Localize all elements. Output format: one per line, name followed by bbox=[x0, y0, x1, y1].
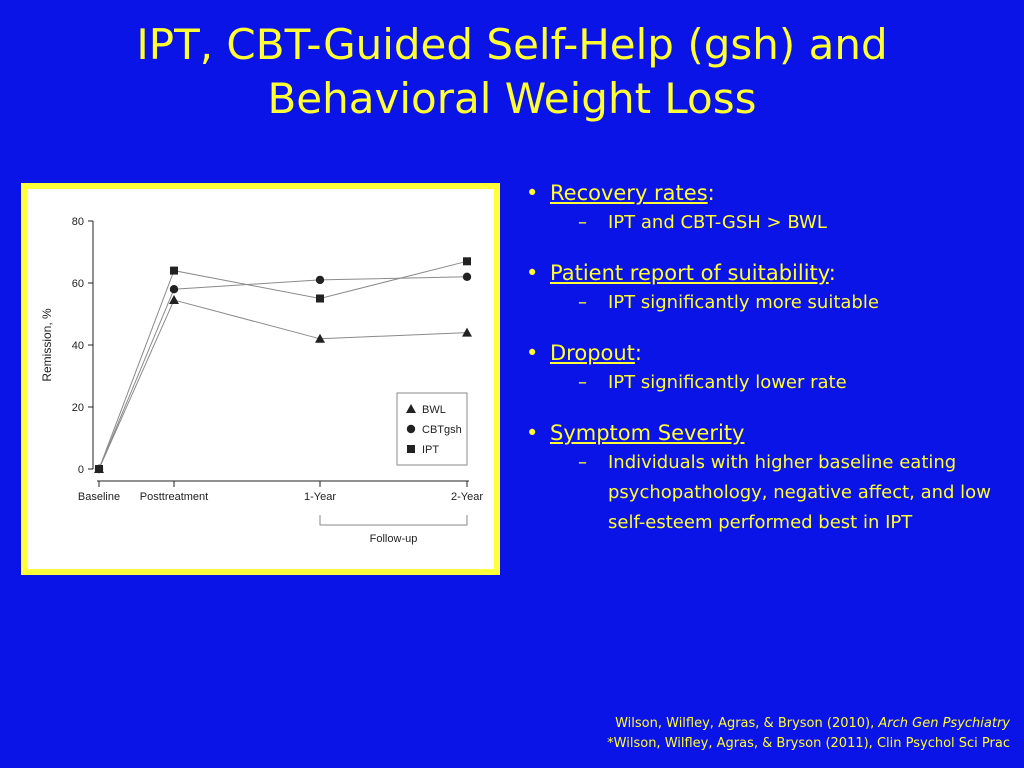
legend-marker-bwl bbox=[406, 404, 416, 413]
point-ipt-2-year bbox=[463, 257, 471, 266]
series-line-ipt bbox=[98, 260, 468, 470]
bullet-colon: : bbox=[828, 261, 836, 285]
x-tick-label-1-year: 1-Year bbox=[304, 491, 336, 503]
series-line-bwl bbox=[98, 299, 468, 470]
dash-marker: – bbox=[578, 212, 587, 233]
bullet-symptom-severity: Symptom Severity bbox=[522, 418, 1012, 448]
y-axis-title: Remission, % bbox=[40, 308, 54, 382]
legend-label-ipt: IPT bbox=[422, 444, 439, 456]
dash-marker: – bbox=[578, 292, 587, 313]
bullet-colon: : bbox=[634, 341, 642, 365]
follow-up-label: Follow-up bbox=[370, 533, 418, 545]
bullet-suitability: Patient report of suitability: bbox=[522, 258, 1012, 288]
bullet-recovery-rates: Recovery rates: bbox=[522, 178, 1012, 208]
title-line-1: IPT, CBT-Guided Self-Help (gsh) and bbox=[136, 20, 888, 69]
legend-marker-cbtgsh bbox=[406, 424, 416, 434]
sub-bullet-text: IPT and CBT-GSH > BWL bbox=[608, 212, 827, 233]
point-bwl-posttreatment bbox=[169, 295, 179, 305]
y-tick-label-80: 80 bbox=[72, 216, 84, 228]
x-tick-label-posttreatment: Posttreatment bbox=[140, 491, 208, 503]
dash-marker: – bbox=[578, 372, 587, 393]
dash-marker: – bbox=[578, 452, 587, 473]
sub-bullet-text: IPT significantly more suitable bbox=[608, 292, 879, 313]
bullet-colon: : bbox=[707, 181, 715, 205]
references: Wilson, Wilfley, Agras, & Bryson (2010),… bbox=[607, 714, 1010, 754]
sub-bullet-suitability: – IPT significantly more suitable bbox=[522, 288, 1012, 318]
point-ipt-posttreatment bbox=[170, 266, 178, 275]
y-tick-label-0: 0 bbox=[78, 464, 84, 476]
sub-bullet-dropout: – IPT significantly lower rate bbox=[522, 368, 1012, 398]
sub-bullet-severity: – Individuals with higher baseline eating… bbox=[522, 448, 1012, 538]
point-cbtgsh-posttreatment bbox=[169, 285, 179, 294]
sub-bullet-text: IPT significantly lower rate bbox=[608, 372, 847, 393]
point-cbtgsh-2-year bbox=[462, 272, 472, 281]
x-tick-label-2-year: 2-Year bbox=[451, 491, 483, 503]
point-cbtgsh-1-year bbox=[315, 275, 325, 285]
y-tick-label-60: 60 bbox=[72, 278, 84, 290]
y-tick-label-40: 40 bbox=[72, 340, 84, 352]
title-line-2: Behavioral Weight Loss bbox=[267, 74, 757, 123]
follow-up-bracket bbox=[319, 515, 468, 526]
point-bwl-1-year bbox=[315, 333, 325, 343]
bullet-dropout: Dropout: bbox=[522, 338, 1012, 368]
legend-label-bwl: BWL bbox=[422, 404, 446, 416]
bullet-heading: Dropout bbox=[550, 341, 635, 365]
point-bwl-2-year bbox=[462, 327, 472, 337]
reference-1-authors: Wilson, Wilfley, Agras, & Bryson (2010), bbox=[615, 716, 879, 731]
chart-panel: 0 20 40 60 80 Remission, % Baseline Posttreatme… bbox=[27, 189, 494, 569]
slide-title: IPT, CBT-Guided Self-Help (gsh) and Beha… bbox=[0, 18, 1024, 126]
bullet-heading: Symptom Severity bbox=[550, 421, 745, 445]
reference-1: Wilson, Wilfley, Agras, & Bryson (2010),… bbox=[607, 714, 1010, 734]
y-tick-label-20: 20 bbox=[72, 402, 84, 414]
point-ipt-baseline bbox=[95, 465, 103, 473]
x-tick-label-baseline: Baseline bbox=[78, 491, 120, 503]
reference-1-journal: Arch Gen Psychiatry bbox=[878, 716, 1010, 731]
remission-line-chart: 0 20 40 60 80 Remission, % Baseline Posttreatme… bbox=[40, 216, 483, 545]
bullet-heading: Recovery rates bbox=[550, 181, 708, 205]
sub-bullet-recovery: – IPT and CBT-GSH > BWL bbox=[522, 208, 1012, 238]
point-ipt-1-year bbox=[316, 294, 324, 303]
bullet-heading: Patient report of suitability bbox=[550, 261, 829, 285]
legend-label-cbtgsh: CBTgsh bbox=[422, 424, 462, 436]
sub-bullet-text: Individuals with higher baseline eating … bbox=[608, 452, 991, 533]
legend-marker-ipt bbox=[407, 445, 415, 453]
reference-2: *Wilson, Wilfley, Agras, & Bryson (2011)… bbox=[607, 736, 1010, 751]
chart-frame: 0 20 40 60 80 Remission, % Baseline Posttreatme… bbox=[21, 183, 500, 575]
bullet-list: Recovery rates: –IPT and CBT-GSH > BWL P… bbox=[522, 178, 1012, 538]
